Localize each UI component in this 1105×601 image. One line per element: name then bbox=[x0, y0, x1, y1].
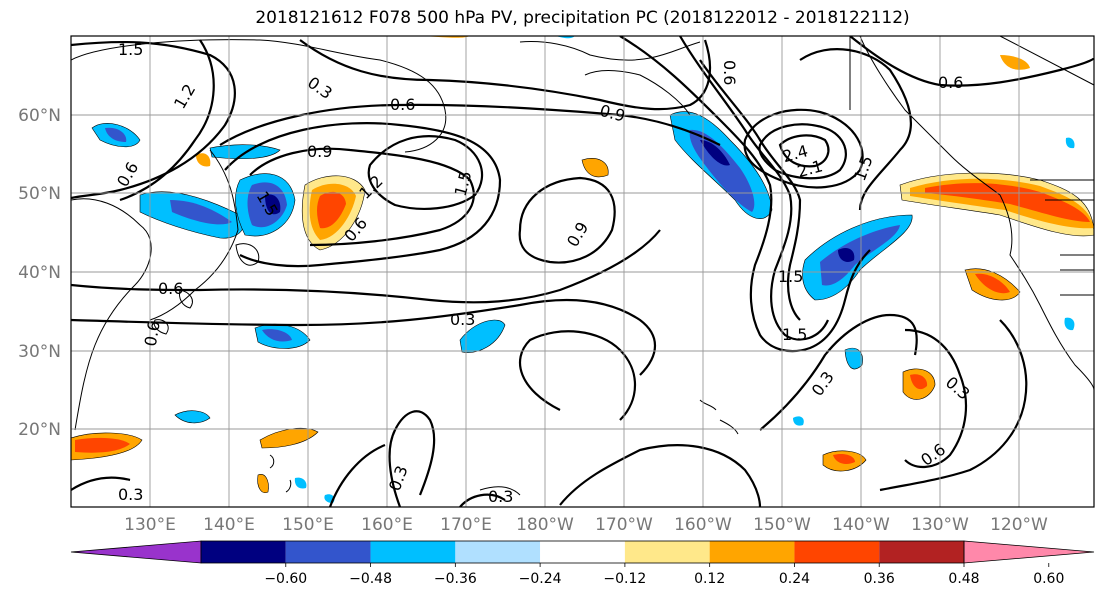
contour-label: 0.9 bbox=[307, 142, 332, 161]
lon-label: 180°W bbox=[516, 515, 574, 535]
lon-label: 140°W bbox=[832, 515, 890, 535]
colorbar-tick-label: 0.12 bbox=[694, 571, 725, 587]
lon-label: 170°W bbox=[595, 515, 653, 535]
colorbar-swatch bbox=[709, 541, 795, 563]
lon-label: 150°W bbox=[753, 515, 811, 535]
colorbar-swatch bbox=[794, 541, 880, 563]
lon-label: 130°E bbox=[124, 515, 176, 535]
lat-label-60n: 60°N bbox=[18, 106, 61, 126]
colorbar-swatch bbox=[285, 541, 371, 563]
contour-label: 0.6 bbox=[141, 319, 164, 347]
colorbar-tick-label: −0.36 bbox=[434, 571, 477, 587]
colorbar-tick-label: 0.36 bbox=[864, 571, 895, 587]
lon-label: 160°E bbox=[361, 515, 413, 535]
contour-label: 0.3 bbox=[118, 485, 143, 504]
lon-label: 120°W bbox=[990, 515, 1048, 535]
colorbar-tick-label: 0.48 bbox=[948, 571, 979, 587]
latitude-labels: 60°N 50°N 40°N 30°N 20°N bbox=[18, 106, 61, 440]
contour-label: 1.5 bbox=[782, 325, 807, 344]
map-title: 2018121612 F078 500 hPa PV, precipitatio… bbox=[255, 8, 910, 28]
lon-label: 170°E bbox=[440, 515, 492, 535]
colorbar-swatch bbox=[201, 541, 286, 563]
map-panel bbox=[71, 36, 1094, 507]
contour-label: 0.3 bbox=[488, 487, 513, 506]
lon-label: 150°E bbox=[282, 515, 334, 535]
pv-contours bbox=[71, 36, 1094, 507]
colorbar-tick-label: −0.12 bbox=[603, 571, 646, 587]
lat-label-50n: 50°N bbox=[18, 184, 61, 204]
colorbar-tick-label: 0.24 bbox=[779, 571, 810, 587]
contour-label: 0.6 bbox=[938, 73, 963, 92]
colorbar-tick-label: −0.24 bbox=[519, 571, 562, 587]
contour-label: 0.6 bbox=[158, 279, 183, 298]
colorbar-swatch bbox=[455, 541, 541, 563]
coastlines bbox=[71, 36, 1094, 496]
precip-shading bbox=[71, 36, 1094, 503]
colorbar-extend-high bbox=[963, 540, 1095, 564]
map-border bbox=[70, 35, 1095, 508]
colorbar-tick-label: −0.60 bbox=[264, 571, 307, 587]
colorbar-swatch bbox=[370, 541, 456, 563]
lon-label: 130°W bbox=[911, 515, 969, 535]
colorbar-tick-label: −0.48 bbox=[349, 571, 392, 587]
contour-label: 1.5 bbox=[118, 40, 143, 59]
contour-label: 1.5 bbox=[778, 267, 803, 286]
colorbar-swatch bbox=[879, 541, 964, 563]
colorbar: −0.60 −0.48 −0.36 −0.24 −0.12 0.12 0.24 0.36 0.4… bbox=[70, 540, 1095, 587]
colorbar-tick-label: 0.60 bbox=[1033, 571, 1064, 587]
colorbar-swatch bbox=[624, 541, 710, 563]
colorbar-outline bbox=[200, 540, 965, 564]
colorbar-extend-low bbox=[70, 540, 202, 564]
longitude-labels: 130°E 140°E 150°E 160°E 170°E 180°W 170°… bbox=[124, 515, 1048, 535]
contour-label: 0.6 bbox=[720, 60, 739, 85]
colorbar-swatch bbox=[540, 541, 625, 563]
lat-label-40n: 40°N bbox=[18, 263, 61, 283]
contour-label: 0.6 bbox=[390, 95, 415, 114]
lat-label-20n: 20°N bbox=[18, 420, 61, 440]
graticule bbox=[71, 36, 1094, 507]
contour-label: 0.3 bbox=[450, 310, 475, 329]
lon-label: 160°W bbox=[674, 515, 732, 535]
lon-label: 140°E bbox=[203, 515, 255, 535]
lat-label-30n: 30°N bbox=[18, 342, 61, 362]
